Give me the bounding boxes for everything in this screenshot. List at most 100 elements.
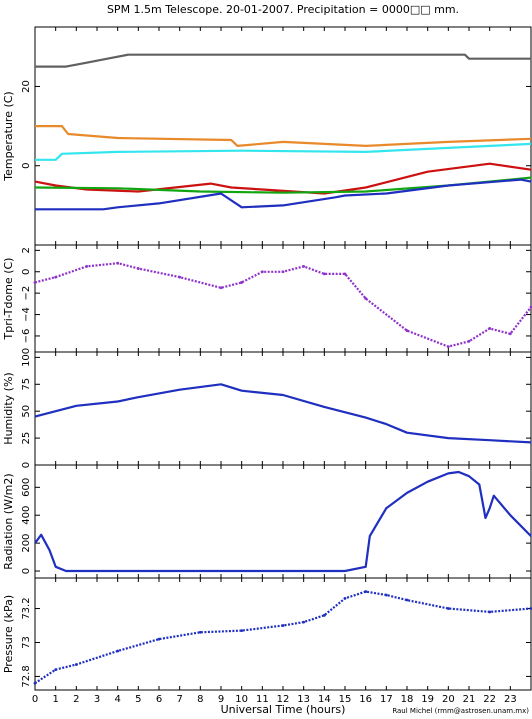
data-point <box>198 630 202 634</box>
data-point <box>33 281 37 284</box>
y-tick-label: 50 <box>21 405 32 418</box>
data-point <box>322 272 326 276</box>
x-tick-label: 21 <box>463 694 476 705</box>
x-tick-label: 8 <box>197 694 203 705</box>
x-tick-label: 20 <box>442 694 455 705</box>
x-tick-label: 15 <box>339 694 352 705</box>
x-tick-label: 0 <box>32 694 38 705</box>
data-point <box>343 596 347 600</box>
data-point <box>116 649 120 653</box>
data-point <box>54 668 58 672</box>
x-tick-label: 12 <box>277 694 290 705</box>
x-tick-label: 16 <box>359 694 372 705</box>
x-tick-label: 4 <box>114 694 120 705</box>
y-tick-label: −2 <box>21 286 32 301</box>
series-line-2 <box>35 142 532 161</box>
data-point <box>446 345 450 349</box>
series-line-0 <box>34 262 532 348</box>
y-tick-label: 73.2 <box>21 597 32 619</box>
y-tick-label: 75 <box>21 378 32 391</box>
data-point <box>74 663 78 666</box>
y-tick-label: −4 <box>21 307 32 322</box>
x-tick-label: 6 <box>156 694 162 705</box>
data-point <box>364 297 368 300</box>
y-axis-label: Tpri-Tdome (C) <box>2 258 15 341</box>
y-tick-label: −6 <box>21 329 32 344</box>
data-point <box>343 272 347 276</box>
data-point <box>446 607 450 610</box>
x-tick-label: 1 <box>52 694 58 705</box>
panel-frame <box>34 577 532 691</box>
data-point <box>219 286 223 290</box>
data-point <box>33 681 37 685</box>
x-tick-label: 17 <box>380 694 393 705</box>
x-tick-label: 11 <box>256 694 269 705</box>
data-point <box>281 624 285 627</box>
x-tick-label: 22 <box>483 694 496 705</box>
y-tick-label: 20 <box>21 80 32 93</box>
series-line-0 <box>34 590 532 685</box>
x-tick-label: 5 <box>135 694 141 705</box>
y-axis-label: Pressure (kPa) <box>2 595 15 673</box>
x-axis: 0 1 2 3 4 5 6 7 8 9 10 11 12 13 14 15 16 17 18 19 20 21 22 23 <box>32 694 517 705</box>
series-line-0 <box>34 383 532 444</box>
x-axis-label: Universal Time (hours) <box>221 703 346 716</box>
x-tick-label: 18 <box>401 694 414 705</box>
y-tick-label: 0 <box>21 163 32 169</box>
data-point <box>240 281 244 284</box>
x-tick-label: 19 <box>421 694 434 705</box>
data-point <box>508 332 512 336</box>
panel-frame <box>34 244 532 353</box>
x-tick-label: 3 <box>94 694 100 705</box>
data-point <box>240 629 244 633</box>
data-point <box>467 339 471 343</box>
panel-4: 72.8 73 73.2 Pressure (kPa) <box>2 577 532 691</box>
panel-2: 0 25 50 75 100 Humidity (%) <box>2 348 532 468</box>
y-tick-label: 200 <box>21 534 32 553</box>
y-tick-label: 0 <box>21 568 32 574</box>
x-tick-label: 23 <box>504 694 517 705</box>
data-point <box>488 327 492 330</box>
credit-text: Raul Michel (rmm@astrosen.unam.mx) <box>392 707 529 715</box>
y-tick-label: 72.8 <box>21 665 32 687</box>
data-point <box>157 637 161 641</box>
y-tick-label: 400 <box>21 506 32 525</box>
data-point <box>529 305 532 309</box>
panel-frame <box>34 464 532 579</box>
panel-0: 0 20 Temperature (C) <box>2 26 532 246</box>
y-tick-label: 25 <box>21 432 32 445</box>
y-tick-label: 100 <box>21 348 32 367</box>
x-tick-label: 2 <box>73 694 79 705</box>
x-tick-label: 10 <box>235 694 248 705</box>
data-point <box>488 610 492 614</box>
panel-frame <box>34 26 532 246</box>
series-line-0 <box>34 470 532 573</box>
chart-title: SPM 1.5m Telescope. 20-01-2007. Precipit… <box>107 3 459 16</box>
data-point <box>136 267 140 270</box>
y-tick-label: 2 <box>21 247 32 253</box>
data-point <box>364 590 368 593</box>
data-point <box>302 620 306 624</box>
panel-3: 0 200 400 600 Radiation (W/m2) <box>2 464 532 579</box>
data-point <box>405 329 409 332</box>
x-tick-label: 13 <box>297 694 310 705</box>
data-point <box>281 270 285 274</box>
data-point <box>85 265 89 268</box>
data-point <box>260 270 264 274</box>
x-tick-label: 14 <box>318 694 331 705</box>
x-tick-label: 9 <box>218 694 224 705</box>
y-axis-label: Humidity (%) <box>2 372 15 444</box>
data-point <box>116 261 120 265</box>
data-point <box>178 275 182 279</box>
data-point <box>529 607 532 610</box>
panel-frame <box>34 351 532 466</box>
panel-1: 2 0 −2 −4 −6 Tpri-Tdome (C) <box>2 244 532 353</box>
series-line-1 <box>35 124 532 147</box>
data-point <box>54 275 58 279</box>
x-tick-label: 7 <box>176 694 182 705</box>
y-tick-label: 73 <box>21 636 32 649</box>
series-line-5 <box>35 178 532 211</box>
y-tick-label: 0 <box>21 462 32 468</box>
